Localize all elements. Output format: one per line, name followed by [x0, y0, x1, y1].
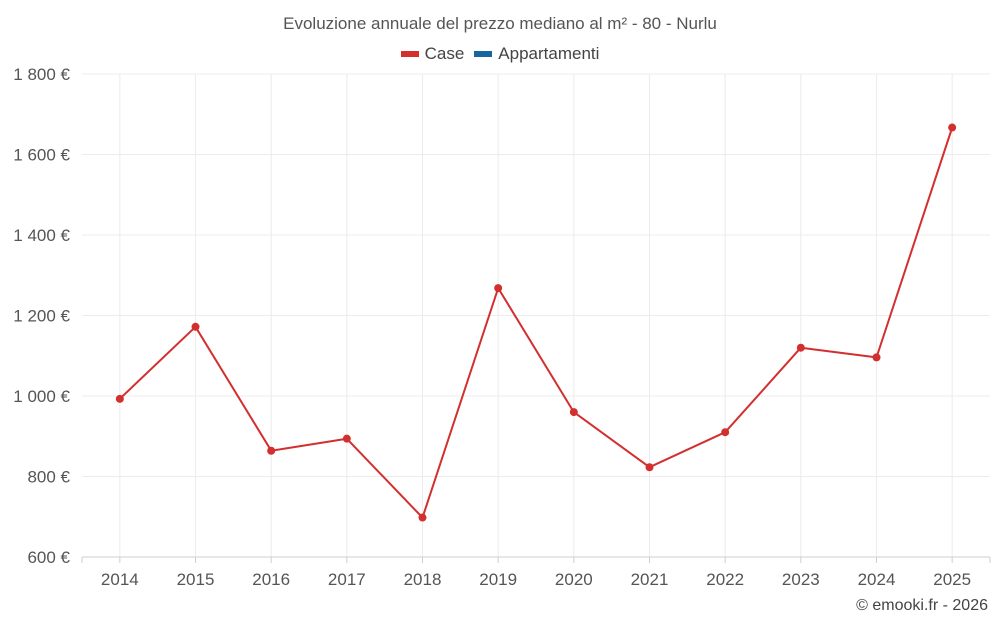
x-tick-label: 2016 — [252, 570, 290, 589]
x-tick-label: 2017 — [328, 570, 366, 589]
y-tick-label: 1 000 € — [13, 387, 70, 406]
legend-item-case[interactable]: Case — [400, 44, 465, 64]
x-tick-label: 2018 — [404, 570, 442, 589]
data-point — [569, 408, 578, 417]
data-point — [191, 322, 200, 331]
x-tick-label: 2023 — [782, 570, 820, 589]
data-point — [418, 513, 427, 522]
legend-swatch-case — [400, 51, 419, 57]
data-point — [342, 434, 351, 443]
data-point — [721, 428, 730, 437]
y-tick-label: 800 € — [27, 468, 70, 487]
data-point — [796, 343, 805, 352]
data-point — [494, 284, 503, 293]
legend-item-appartamenti[interactable]: Appartamenti — [474, 44, 599, 64]
series-line-case — [119, 127, 954, 519]
x-tick-label: 2020 — [555, 570, 593, 589]
data-point — [948, 123, 957, 132]
data-point — [115, 394, 124, 403]
data-point — [872, 353, 881, 362]
data-point — [267, 446, 276, 455]
legend-label-appartamenti: Appartamenti — [498, 44, 600, 63]
chart-title: Evoluzione annuale del prezzo mediano al… — [283, 14, 717, 33]
data-point — [645, 463, 654, 472]
legend-swatch-appartamenti — [474, 51, 493, 57]
x-tick-label: 2022 — [706, 570, 744, 589]
x-tick-label: 2014 — [101, 570, 139, 589]
x-tick-label: 2025 — [933, 570, 971, 589]
y-tick-label: 1 200 € — [13, 307, 70, 326]
x-tick-label: 2021 — [631, 570, 669, 589]
x-tick-label: 2015 — [177, 570, 215, 589]
x-tick-label: 2024 — [858, 570, 896, 589]
y-tick-label: 1 800 € — [13, 65, 70, 84]
y-tick-label: 1 400 € — [13, 226, 70, 245]
x-tick-label: 2019 — [479, 570, 517, 589]
y-tick-label: 1 600 € — [13, 146, 70, 165]
credit-text: © emooki.fr - 2026 — [856, 597, 988, 614]
legend: Case Appartamenti — [0, 44, 1000, 64]
legend-label-case: Case — [424, 44, 465, 63]
y-tick-label: 600 € — [27, 548, 70, 567]
